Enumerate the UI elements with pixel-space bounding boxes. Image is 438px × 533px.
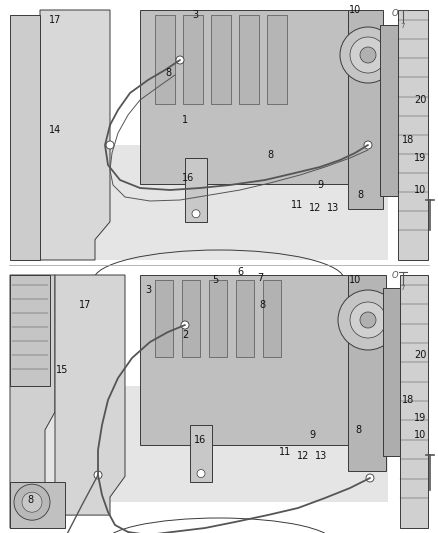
Circle shape (176, 56, 184, 64)
Circle shape (192, 210, 200, 218)
Polygon shape (10, 15, 40, 260)
Bar (155, 15, 175, 104)
Text: 5: 5 (212, 275, 218, 285)
Circle shape (197, 470, 205, 478)
Bar (209, 280, 227, 358)
Text: 11: 11 (291, 200, 303, 210)
Text: 9: 9 (317, 180, 323, 190)
Text: 8: 8 (27, 495, 33, 505)
Bar (239, 15, 259, 104)
Text: O: O (392, 271, 398, 279)
Circle shape (350, 302, 386, 338)
Text: 9: 9 (309, 430, 315, 440)
Text: 10: 10 (414, 430, 426, 440)
Text: 8: 8 (355, 425, 361, 435)
Text: 20: 20 (414, 350, 426, 360)
Polygon shape (40, 10, 110, 260)
Circle shape (364, 141, 372, 149)
Bar (211, 15, 231, 104)
Text: 16: 16 (194, 435, 206, 445)
Text: 18: 18 (402, 395, 414, 405)
Polygon shape (348, 10, 383, 209)
Text: 3: 3 (145, 285, 151, 295)
Text: O: O (392, 9, 398, 18)
Polygon shape (383, 288, 400, 456)
Text: 10: 10 (414, 185, 426, 195)
Text: 7: 7 (401, 23, 405, 29)
Circle shape (22, 492, 42, 512)
Polygon shape (40, 386, 388, 502)
Text: 1: 1 (182, 115, 188, 125)
Circle shape (340, 27, 396, 83)
Polygon shape (55, 275, 125, 515)
Circle shape (338, 290, 398, 350)
Circle shape (360, 312, 376, 328)
Text: 7: 7 (401, 285, 405, 291)
Text: 8: 8 (165, 68, 171, 78)
Circle shape (106, 141, 114, 149)
Bar (182, 280, 200, 358)
Text: 20: 20 (414, 95, 426, 105)
Text: 17: 17 (79, 300, 91, 310)
Bar (155, 280, 173, 358)
Circle shape (14, 484, 50, 520)
Text: 19: 19 (414, 413, 426, 423)
Text: 11: 11 (279, 447, 291, 457)
Bar (267, 15, 287, 104)
Polygon shape (40, 146, 388, 260)
Polygon shape (10, 481, 65, 528)
Polygon shape (348, 275, 386, 471)
Circle shape (360, 47, 376, 63)
Text: 13: 13 (327, 203, 339, 213)
Text: 13: 13 (315, 451, 327, 461)
Bar (190, 425, 212, 481)
Text: 17: 17 (49, 15, 61, 25)
Text: 16: 16 (182, 173, 194, 183)
Text: 10: 10 (349, 5, 361, 15)
Text: 2: 2 (182, 330, 188, 340)
Polygon shape (140, 10, 348, 183)
Circle shape (350, 37, 386, 73)
Text: 12: 12 (309, 203, 321, 213)
Polygon shape (400, 275, 428, 528)
Text: 10: 10 (349, 275, 361, 285)
Polygon shape (380, 25, 398, 196)
Bar (185, 158, 207, 222)
Text: 8: 8 (259, 300, 265, 310)
Text: 6: 6 (237, 267, 243, 277)
Text: 19: 19 (414, 153, 426, 163)
Circle shape (366, 474, 374, 482)
Circle shape (20, 490, 44, 514)
Bar (236, 280, 254, 358)
Circle shape (181, 321, 189, 329)
Bar (183, 15, 203, 104)
Text: 8: 8 (267, 150, 273, 160)
Circle shape (94, 471, 102, 479)
Text: 12: 12 (297, 451, 309, 461)
Text: 3: 3 (192, 10, 198, 20)
Text: 14: 14 (49, 125, 61, 135)
Text: 7: 7 (257, 273, 263, 283)
Polygon shape (398, 10, 428, 260)
Text: 15: 15 (56, 365, 68, 375)
Text: 18: 18 (402, 135, 414, 145)
Polygon shape (10, 275, 50, 386)
Bar (263, 280, 281, 358)
Text: 8: 8 (357, 190, 363, 200)
Polygon shape (140, 275, 348, 446)
Polygon shape (10, 275, 55, 528)
